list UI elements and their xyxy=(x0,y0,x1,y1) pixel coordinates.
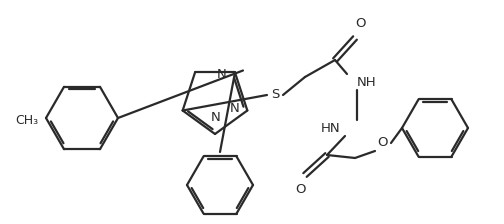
Text: N: N xyxy=(217,68,227,81)
Text: HN: HN xyxy=(321,121,340,134)
Text: N: N xyxy=(230,102,239,115)
Text: S: S xyxy=(271,88,279,101)
Text: CH₃: CH₃ xyxy=(15,114,38,127)
Text: N: N xyxy=(211,111,221,124)
Text: NH: NH xyxy=(357,75,376,88)
Text: O: O xyxy=(295,183,305,196)
Text: O: O xyxy=(355,17,365,30)
Text: O: O xyxy=(378,136,388,149)
